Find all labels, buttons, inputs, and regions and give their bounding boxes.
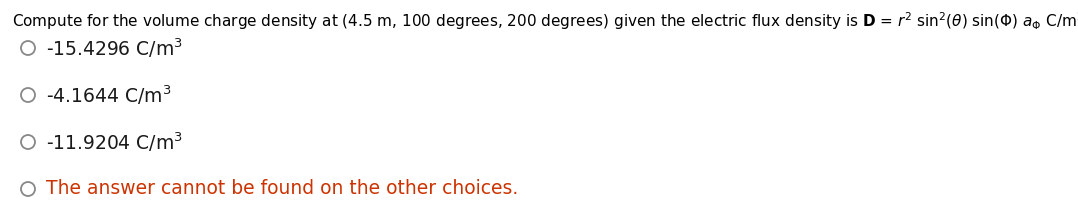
Text: -11.9204 C/m$^3$: -11.9204 C/m$^3$ <box>46 130 183 154</box>
Text: -15.4296 C/m$^3$: -15.4296 C/m$^3$ <box>46 36 183 60</box>
Text: -4.1644 C/m$^3$: -4.1644 C/m$^3$ <box>46 83 171 107</box>
Text: Compute for the volume charge density at (4.5 m, 100 degrees, 200 degrees) given: Compute for the volume charge density at… <box>12 10 1078 32</box>
Text: The answer cannot be found on the other choices.: The answer cannot be found on the other … <box>46 179 519 199</box>
